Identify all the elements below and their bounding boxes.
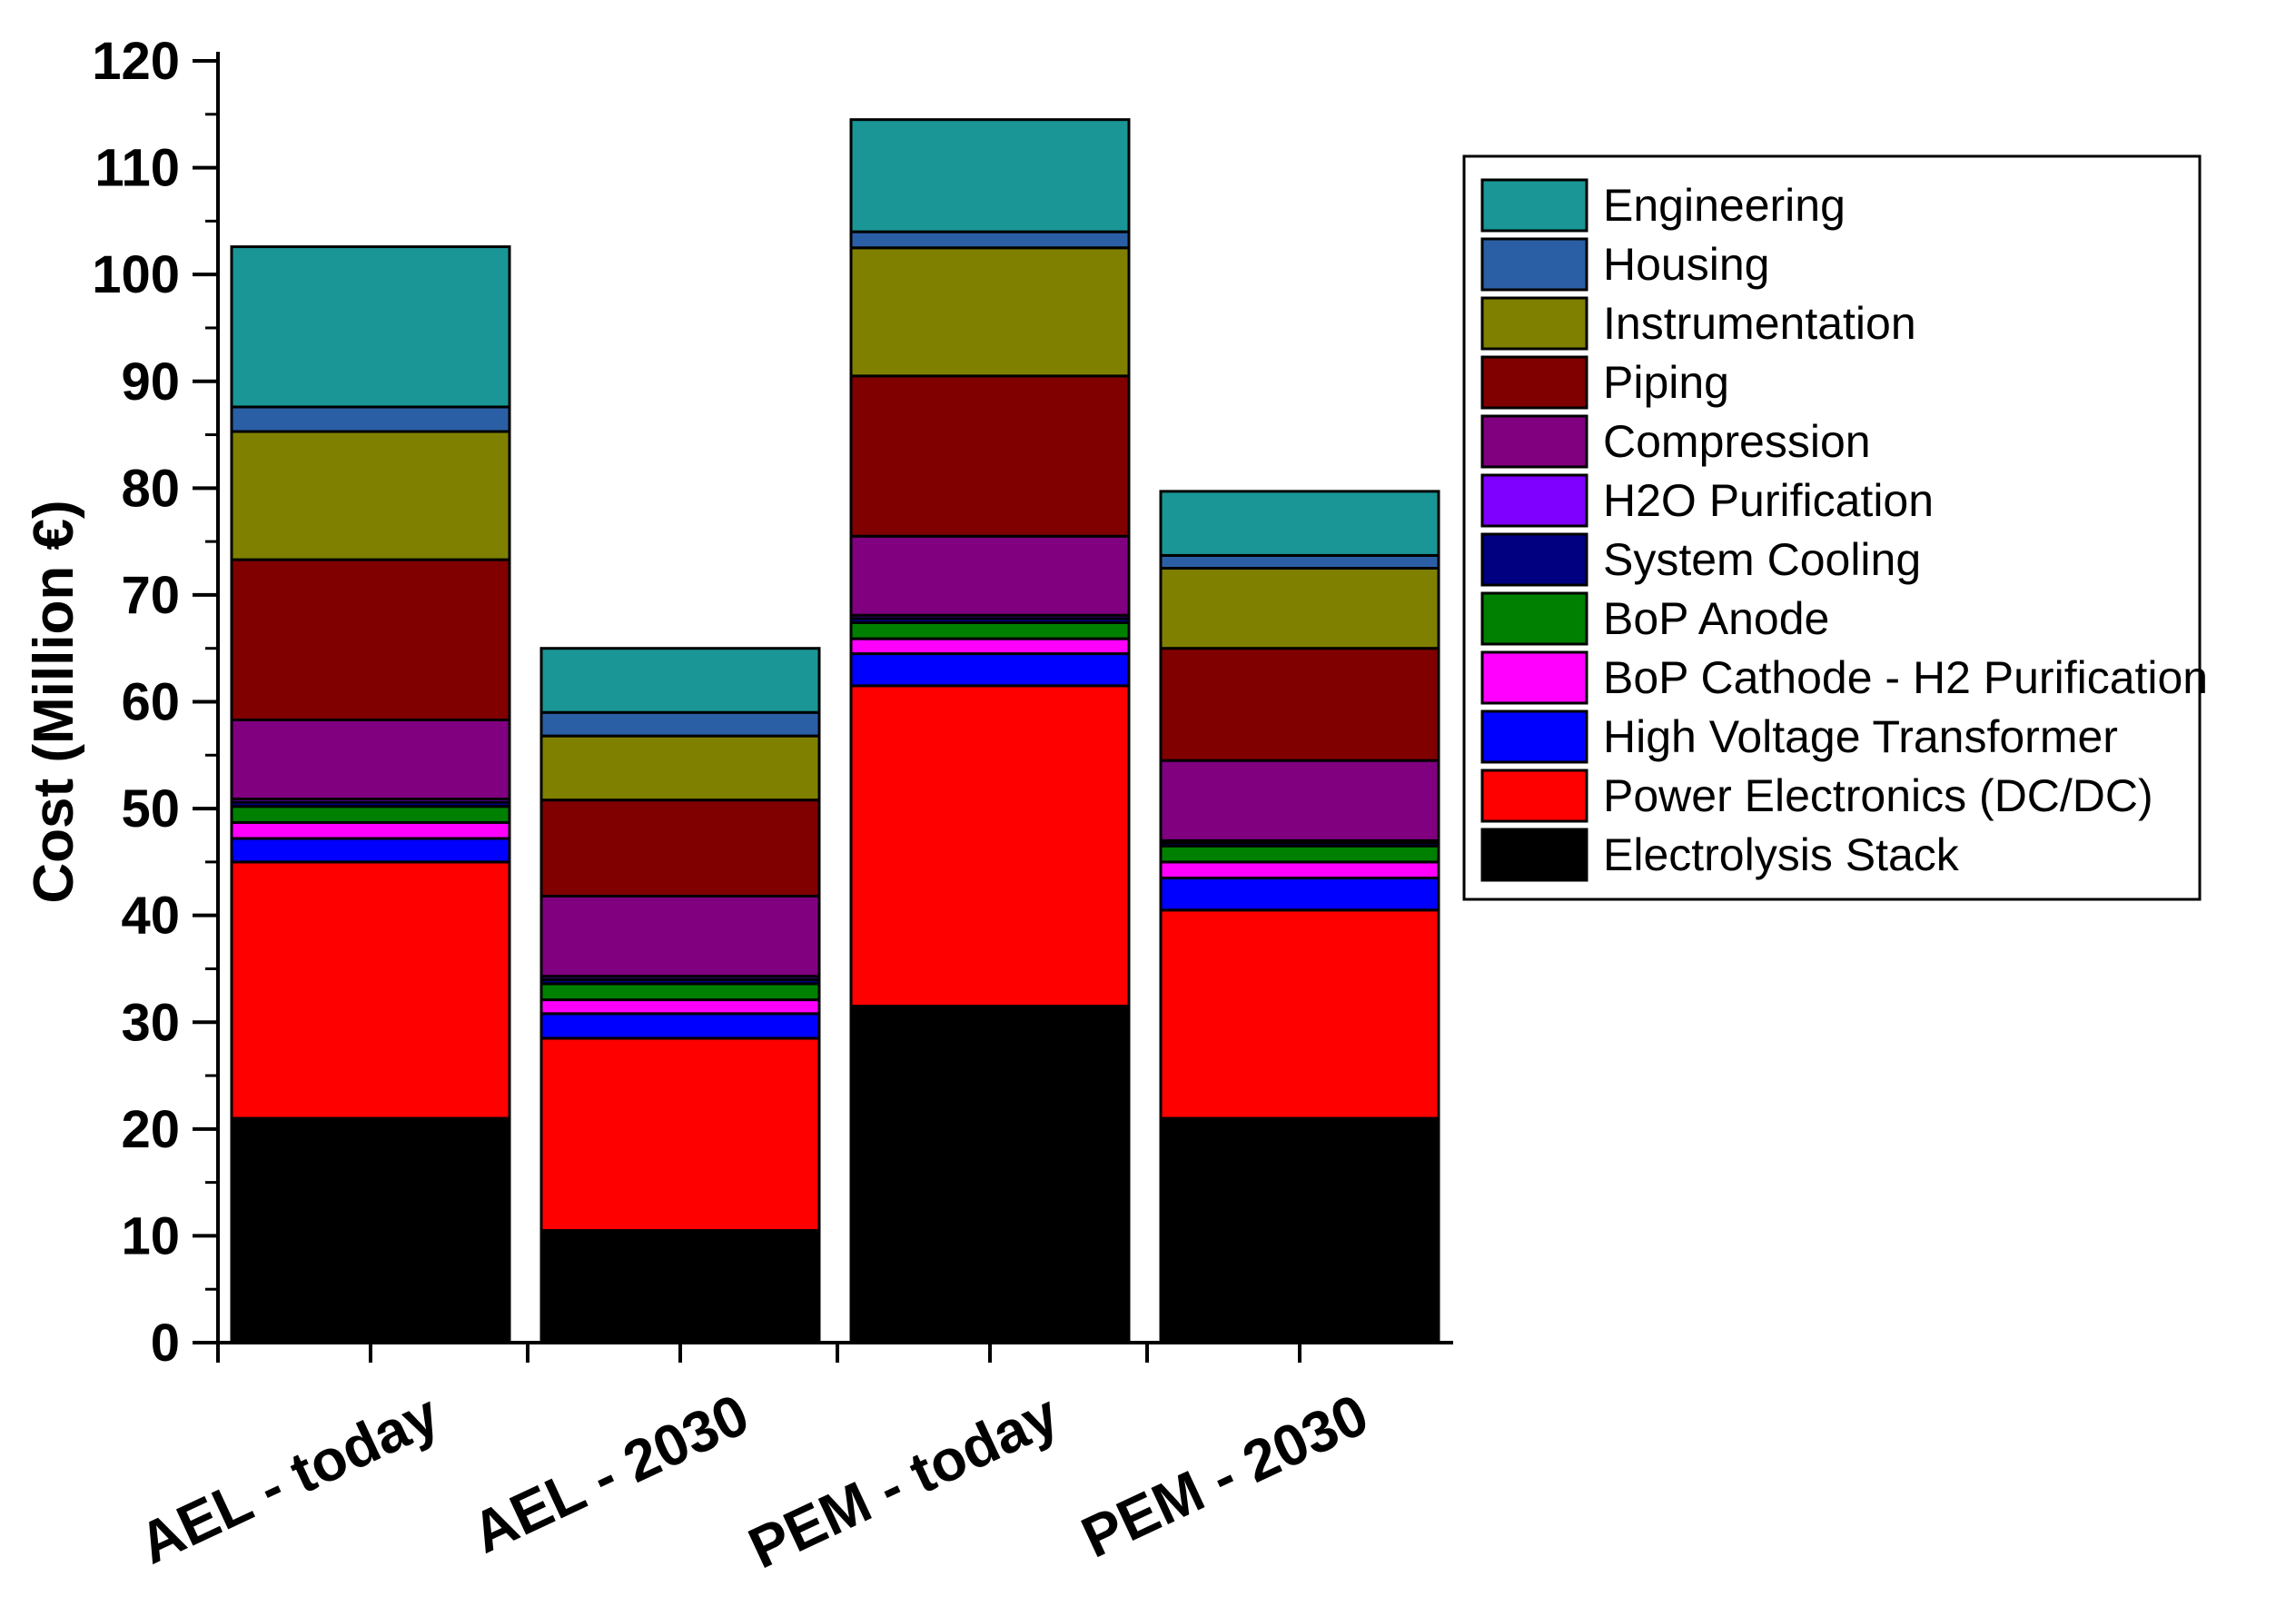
legend-swatch-electrolysis-stack	[1480, 828, 1588, 882]
x-category-label-pem-2030: PEM - 2030	[1072, 1381, 1378, 1570]
bar-segment-ael-today-compression	[230, 718, 511, 801]
y-tick-label-20: 20	[121, 1100, 180, 1159]
y-tick-label-100: 100	[92, 245, 180, 304]
bar-segment-pem-today-compression	[849, 534, 1131, 617]
legend-label-instrumentation: Instrumentation	[1603, 298, 1916, 349]
bar-segment-ael-2030-bop-cathode-h2-purification	[539, 998, 821, 1016]
bar-segment-ael-today-bop-cathode-h2-purification	[230, 820, 511, 840]
legend-swatch-system-cooling	[1480, 532, 1588, 587]
legend-label-system-cooling: System Cooling	[1603, 534, 1921, 585]
legend-swatch-power-electronics-dc-dc	[1480, 769, 1588, 823]
bar-segment-ael-2030-high-voltage-transformer	[539, 1012, 821, 1040]
bar-segment-ael-2030-instrumentation	[539, 734, 821, 802]
bar-segment-pem-2030-electrolysis-stack	[1159, 1116, 1440, 1344]
bar-segment-ael-2030-electrolysis-stack	[539, 1229, 821, 1344]
bar-segment-ael-2030-piping	[539, 798, 821, 898]
y-tick-label-110: 110	[94, 139, 180, 198]
bar-segment-pem-2030-piping	[1159, 647, 1440, 762]
y-tick-label-40: 40	[121, 887, 180, 946]
bar-segment-pem-today-instrumentation	[849, 246, 1131, 378]
legend-swatch-housing	[1480, 237, 1588, 292]
legend-label-engineering: Engineering	[1603, 180, 1846, 231]
bar-segment-ael-today-high-voltage-transformer	[230, 837, 511, 864]
y-tick-label-120: 120	[92, 32, 180, 91]
legend-swatch-piping	[1480, 355, 1588, 410]
legend-swatch-engineering	[1480, 178, 1588, 233]
bar-segment-ael-today-bop-anode	[230, 805, 511, 824]
legend-label-piping: Piping	[1603, 357, 1729, 408]
bar-segment-ael-today-piping	[230, 558, 511, 721]
legend-label-compression: Compression	[1603, 416, 1871, 467]
bar-segment-ael-today-engineering	[230, 245, 511, 409]
bar-segment-pem-today-housing	[849, 230, 1131, 250]
y-tick-label-60: 60	[121, 673, 180, 732]
bar-segment-pem-2030-engineering	[1159, 490, 1440, 557]
bar-segment-pem-2030-instrumentation	[1159, 567, 1440, 650]
bar-segment-ael-today-instrumentation	[230, 430, 511, 561]
bar-segment-pem-today-high-voltage-transformer	[849, 652, 1131, 688]
bar-segment-pem-2030-power-electronics-dc-dc	[1159, 908, 1440, 1120]
bar-segment-pem-2030-compression	[1159, 759, 1440, 842]
bar-segment-pem-today-engineering	[849, 118, 1131, 233]
x-category-label-ael-today: AEL - today	[129, 1381, 449, 1576]
legend-swatch-bop-cathode-h2-purification	[1480, 650, 1588, 705]
y-tick-label-10: 10	[121, 1206, 180, 1265]
bar-segment-ael-2030-compression	[539, 895, 821, 978]
y-tick-label-80: 80	[121, 459, 180, 518]
legend-swatch-h2o-purification	[1480, 473, 1588, 528]
legend-label-bop-cathode-h2-purification: BoP Cathode - H2 Purification	[1603, 652, 2208, 703]
bar-segment-ael-2030-power-electronics-dc-dc	[539, 1037, 821, 1233]
legend-label-power-electronics-dc-dc: Power Electronics (DC/DC)	[1603, 770, 2153, 821]
legend-label-h2o-purification: H2O Purification	[1603, 475, 1934, 526]
bar-segment-pem-2030-bop-cathode-h2-purification	[1159, 860, 1440, 880]
bars-layer	[230, 118, 1440, 1344]
legend-swatch-bop-anode	[1480, 591, 1588, 646]
legend-swatch-instrumentation	[1480, 296, 1588, 351]
bar-segment-pem-today-piping	[849, 374, 1131, 538]
x-category-label-ael-2030: AEL - 2030	[462, 1381, 758, 1565]
x-category-label-pem-today: PEM - today	[739, 1381, 1069, 1581]
bar-segment-ael-2030-engineering	[539, 647, 821, 714]
legend-label-housing: Housing	[1603, 239, 1769, 290]
bar-segment-ael-today-power-electronics-dc-dc	[230, 860, 511, 1120]
bar-segment-ael-today-housing	[230, 405, 511, 433]
y-tick-label-30: 30	[121, 993, 180, 1052]
bar-segment-ael-2030-housing	[539, 710, 821, 738]
legend: Engineering Housing Instrumentation Piping C…	[1462, 154, 2208, 901]
bar-segment-pem-2030-high-voltage-transformer	[1159, 877, 1440, 912]
legend-label-high-voltage-transformer: High Voltage Transformer	[1603, 711, 2118, 762]
bar-segment-pem-2030-housing	[1159, 553, 1440, 570]
y-tick-label-90: 90	[121, 352, 180, 412]
y-tick-label-70: 70	[121, 566, 180, 625]
legend-label-electrolysis-stack: Electrolysis Stack	[1603, 829, 1960, 880]
bar-segment-pem-today-bop-cathode-h2-purification	[849, 637, 1131, 656]
y-axis-title: Cost (Million €)	[23, 500, 85, 903]
y-tick-label-50: 50	[121, 779, 180, 838]
legend-swatch-high-voltage-transformer	[1480, 709, 1588, 764]
bar-segment-pem-today-power-electronics-dc-dc	[849, 684, 1131, 1008]
bar-segment-pem-2030-bop-anode	[1159, 844, 1440, 864]
y-tick-label-0: 0	[151, 1314, 180, 1373]
legend-swatch-compression	[1480, 414, 1588, 469]
legend-label-bop-anode: BoP Anode	[1603, 593, 1829, 644]
bar-segment-ael-today-electrolysis-stack	[230, 1116, 511, 1344]
bar-segment-pem-today-bop-anode	[849, 620, 1131, 640]
bar-segment-ael-2030-bop-anode	[539, 982, 821, 1002]
bar-segment-pem-today-electrolysis-stack	[849, 1005, 1131, 1344]
